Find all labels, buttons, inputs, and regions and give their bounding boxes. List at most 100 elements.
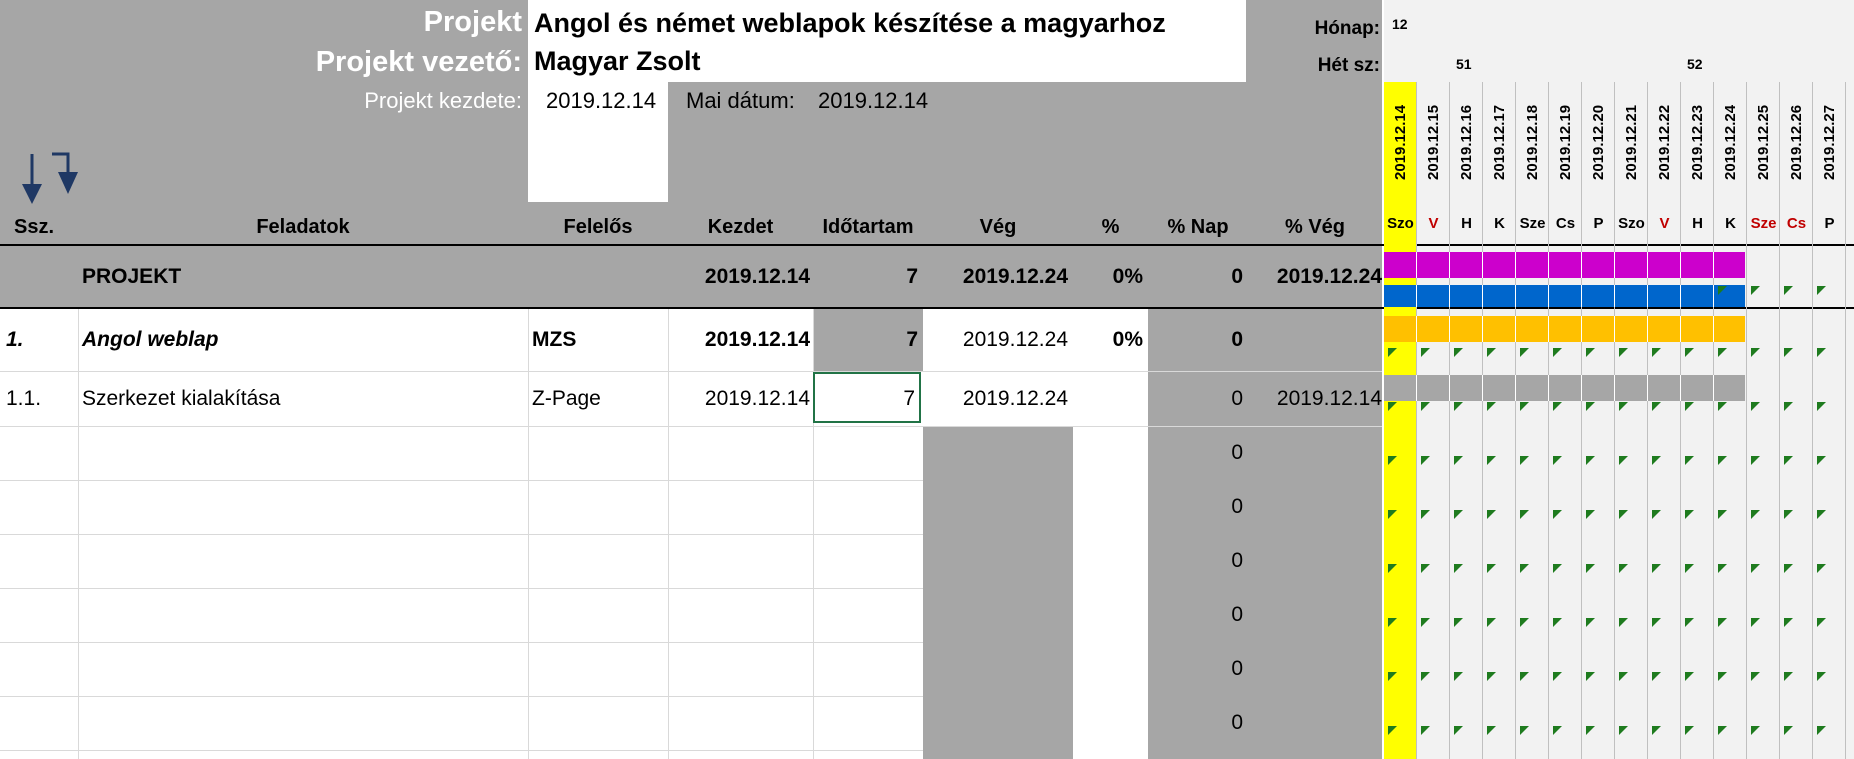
col-ssz[interactable]: Ssz. <box>13 216 55 238</box>
marker-icon <box>1685 456 1694 465</box>
marker-icon <box>1388 726 1397 735</box>
empty-row-pct-nap: 0 <box>1231 549 1243 572</box>
marker-icon <box>1817 286 1826 295</box>
gantt-day-label: P <box>1593 215 1604 232</box>
marker-icon <box>1817 618 1826 627</box>
gantt-column-line <box>1581 82 1582 759</box>
bar-divider <box>1449 316 1450 342</box>
col-pct-veg[interactable]: % Vég <box>1284 216 1346 238</box>
bar-divider <box>1581 252 1582 278</box>
task-2-name[interactable]: Szerkezet kialakítása <box>82 387 281 410</box>
gantt-date-label: 2019.12.16 <box>1458 104 1475 180</box>
task-2-idotartam[interactable]: 7 <box>903 387 915 410</box>
marker-icon <box>1487 348 1496 357</box>
task-1-felelos[interactable]: MZS <box>532 328 577 351</box>
marker-icon <box>1817 402 1826 411</box>
marker-icon <box>1718 348 1727 357</box>
grid-h-6 <box>0 642 923 643</box>
gantt-date-label: 2019.12.25 <box>1755 104 1772 180</box>
bar-divider <box>1680 375 1681 401</box>
gantt-column-line <box>1812 82 1813 759</box>
marker-icon <box>1685 402 1694 411</box>
bar-divider <box>1449 252 1450 278</box>
gantt-date-label: 2019.12.23 <box>1689 104 1706 180</box>
task-2-felelos[interactable]: Z-Page <box>532 387 601 410</box>
project-bar-top[interactable] <box>1384 252 1745 278</box>
gantt-day-label: K <box>1494 215 1505 232</box>
bar-divider <box>1614 375 1615 401</box>
gantt-day-label: Cs <box>1786 215 1807 232</box>
project-row-separator <box>0 307 1854 309</box>
marker-icon <box>1619 726 1628 735</box>
project-start-date: 2019.12.14 <box>546 88 657 113</box>
col-pct-nap[interactable]: % Nap <box>1167 216 1229 238</box>
marker-icon <box>1685 618 1694 627</box>
gantt-date-label: 2019.12.24 <box>1722 104 1739 180</box>
col-idotartam[interactable]: Időtartam <box>822 216 914 238</box>
marker-icon <box>1454 564 1463 573</box>
col-feladatok[interactable]: Feladatok <box>256 216 350 238</box>
task-1-pct[interactable]: 0% <box>1112 328 1143 351</box>
gantt-day-label: Sze <box>1750 215 1777 232</box>
empty-row-pct-nap: 0 <box>1231 495 1243 518</box>
sort-down-arrow-icon <box>22 154 42 204</box>
gantt-column-line <box>1845 82 1846 759</box>
col-veg[interactable]: Vég <box>979 216 1017 238</box>
marker-icon <box>1421 618 1430 627</box>
col-pct[interactable]: % <box>1101 216 1120 238</box>
bar-divider <box>1647 316 1648 342</box>
marker-icon <box>1817 510 1826 519</box>
honap-value: 12 <box>1392 16 1408 32</box>
project-row-kezdet: 2019.12.14 <box>704 265 810 288</box>
week-51: 51 <box>1456 56 1472 72</box>
sort-arrow-icons[interactable] <box>18 150 82 206</box>
project-row-veg: 2019.12.24 <box>962 265 1068 288</box>
marker-icon <box>1751 510 1760 519</box>
marker-icon <box>1784 348 1793 357</box>
marker-icon <box>1619 618 1628 627</box>
marker-icon <box>1454 510 1463 519</box>
task-1-kezdet[interactable]: 2019.12.14 <box>704 328 810 351</box>
bar-divider <box>1680 285 1681 307</box>
marker-icon <box>1685 510 1694 519</box>
task-2-bar[interactable] <box>1384 375 1745 401</box>
veg-gray-column <box>923 426 1073 759</box>
marker-icon <box>1553 510 1562 519</box>
project-start-box[interactable]: 2019.12.14 <box>528 82 668 202</box>
project-bar-bottom[interactable] <box>1384 285 1745 307</box>
selected-cell[interactable]: 7 <box>813 372 921 423</box>
bar-divider <box>1449 285 1450 307</box>
gantt-date-label: 2019.12.19 <box>1557 104 1574 180</box>
gantt-date-label: 2019.12.22 <box>1656 104 1673 180</box>
task-1-name[interactable]: Angol weblap <box>82 328 219 351</box>
marker-icon <box>1817 672 1826 681</box>
project-title-box[interactable]: Angol és német weblapok készítése a magy… <box>528 0 1246 82</box>
col-felelos[interactable]: Felelős <box>563 216 633 238</box>
marker-icon <box>1553 618 1562 627</box>
gantt-day-label: K <box>1725 215 1736 232</box>
marker-icon <box>1784 726 1793 735</box>
marker-icon <box>1586 348 1595 357</box>
gantt-column-line <box>1680 82 1681 759</box>
bar-divider <box>1647 285 1648 307</box>
gantt-column-line <box>1548 82 1549 759</box>
gantt-column-line <box>1449 82 1450 759</box>
marker-icon <box>1421 402 1430 411</box>
bar-divider <box>1614 285 1615 307</box>
task-2-kezdet[interactable]: 2019.12.14 <box>704 387 810 410</box>
marker-icon <box>1652 348 1661 357</box>
empty-row-pct-nap: 0 <box>1231 603 1243 626</box>
task-1-ssz: 1. <box>6 328 24 351</box>
marker-icon <box>1718 402 1727 411</box>
task-1-bar[interactable] <box>1384 316 1745 342</box>
col-kezdet[interactable]: Kezdet <box>707 216 774 238</box>
task-2-veg: 2019.12.24 <box>962 387 1068 410</box>
header-separator <box>0 244 1854 246</box>
bar-divider <box>1416 375 1417 401</box>
marker-icon <box>1685 564 1694 573</box>
marker-icon <box>1553 456 1562 465</box>
bar-divider <box>1449 375 1450 401</box>
marker-icon <box>1421 348 1430 357</box>
marker-icon <box>1388 348 1397 357</box>
task-1-idotartam[interactable]: 7 <box>906 328 918 351</box>
